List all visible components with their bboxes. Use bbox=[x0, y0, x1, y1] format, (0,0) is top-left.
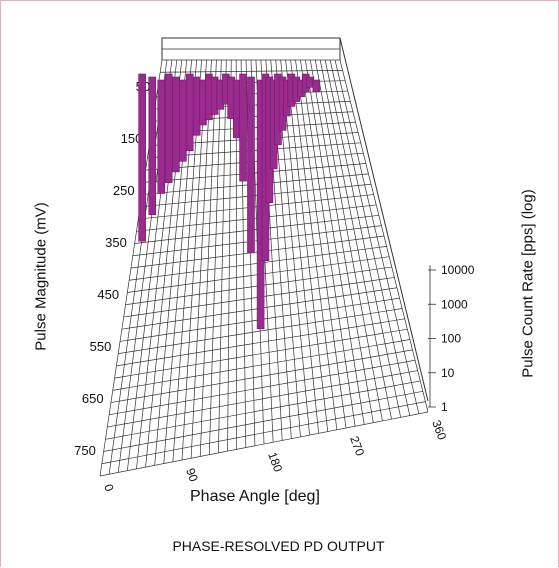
z-tick-label: 10 bbox=[441, 366, 455, 380]
x-tick-label: 90 bbox=[183, 466, 201, 484]
grid-line-magnitude bbox=[107, 370, 418, 428]
pd-bar bbox=[157, 79, 166, 194]
grid-line-magnitude bbox=[140, 183, 372, 208]
grid-line-magnitude bbox=[116, 318, 405, 367]
grid-line-magnitude bbox=[143, 163, 366, 183]
y-tick-label: 550 bbox=[90, 339, 112, 354]
grid-line-magnitude bbox=[118, 308, 403, 354]
z-tick-label: 1 bbox=[441, 400, 448, 414]
grid-line-magnitude bbox=[136, 204, 377, 232]
pd-bar bbox=[247, 76, 255, 254]
y-tick-label: 350 bbox=[105, 235, 127, 250]
x-axis-title: Phase Angle [deg] bbox=[190, 488, 320, 505]
grid-line-magnitude bbox=[112, 339, 410, 391]
z-tick-label: 10000 bbox=[441, 263, 475, 277]
grid-line-magnitude bbox=[110, 349, 413, 403]
grid-line-magnitude bbox=[109, 359, 416, 416]
pd-bar bbox=[239, 73, 247, 182]
pd-bar bbox=[185, 73, 194, 152]
grid-line-magnitude bbox=[160, 70, 343, 73]
pd-bar bbox=[172, 76, 180, 173]
grid-line-magnitude bbox=[103, 390, 423, 452]
z-tick-label: 1000 bbox=[441, 297, 468, 311]
y-tick-label: 450 bbox=[97, 287, 119, 302]
x-tick-label: 360 bbox=[429, 418, 449, 442]
grid-line-magnitude bbox=[141, 173, 369, 195]
grid-line-magnitude bbox=[138, 194, 374, 220]
pd-bar bbox=[232, 79, 241, 139]
y-tick-label: 650 bbox=[82, 391, 104, 406]
y-tick-label: 250 bbox=[113, 183, 135, 198]
grid-line-magnitude bbox=[105, 380, 421, 440]
x-tick-label: 270 bbox=[347, 434, 367, 458]
y-tick-label: 750 bbox=[74, 443, 96, 458]
pd-bar bbox=[138, 73, 146, 242]
z-tick-label: 100 bbox=[441, 332, 461, 346]
grid-line-magnitude bbox=[134, 214, 379, 244]
pd-bar bbox=[192, 76, 201, 136]
x-tick-label: 0 bbox=[101, 482, 117, 493]
pd-bar bbox=[164, 73, 173, 183]
grid-line-magnitude bbox=[101, 401, 426, 465]
figure-caption: PHASE-RESOLVED PD OUTPUT bbox=[172, 538, 385, 554]
grid-line-magnitude bbox=[99, 411, 429, 477]
grid-line-magnitude bbox=[114, 328, 408, 379]
y-axis-title: Pulse Magnitude (mV) bbox=[32, 202, 50, 351]
right-wall-top bbox=[339, 37, 429, 402]
pd-bar bbox=[148, 76, 157, 215]
x-tick-label: 180 bbox=[265, 450, 285, 474]
z-axis-title: Pulse Count Rate [pps] (log) bbox=[519, 189, 537, 378]
y-tick-label: 150 bbox=[121, 131, 143, 146]
pd-bar bbox=[312, 79, 321, 93]
pd-bar bbox=[179, 79, 187, 162]
